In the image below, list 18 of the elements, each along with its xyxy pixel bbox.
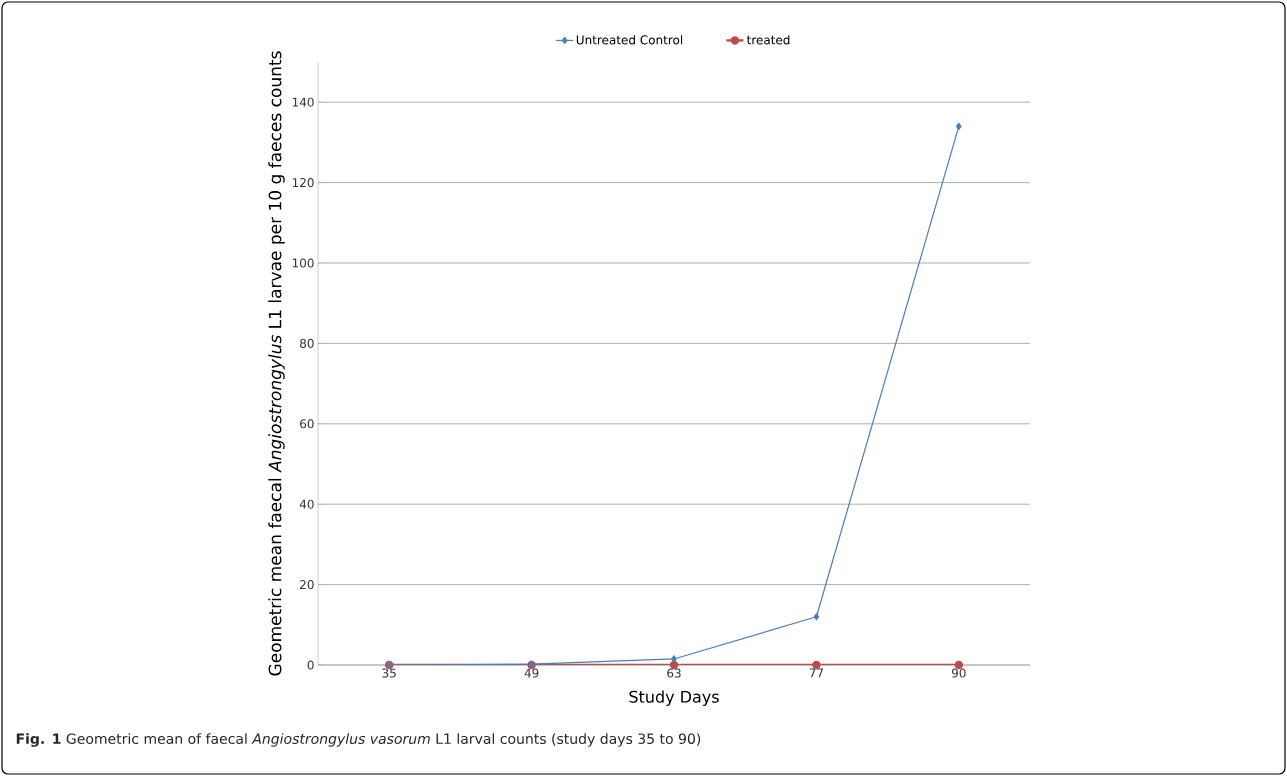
y-tick-label: 80 [300,338,314,348]
y-tick-label: 40 [299,499,314,509]
x-tick-label: 77 [809,668,824,678]
x-tick-label: 90 [951,668,966,678]
legend-label: Untreated Control [576,35,683,45]
y-tick-label: 100 [292,258,314,268]
y-tick-label: 60 [300,419,314,429]
y-tick-label: 0 [307,660,314,670]
y-axis-title: Geometric mean faecal Angiostrongylus L1 larvae per 10 g faeces counts [268,51,285,676]
y-tick-label: 140 [292,97,314,107]
x-tick-label: 49 [524,668,539,678]
text: Fig. 1 Geometric mean of faecal Angiostrongylus vasorum L1 larval counts (study days 35 to 90) [16,733,701,747]
x-axis-title: Study Days [629,690,719,706]
y-tick-label: 120 [292,178,314,188]
legend-label: treated [746,35,790,45]
x-tick-label: 63 [667,668,681,678]
y-tick-label: 20 [300,580,314,590]
x-tick-label: 35 [382,668,396,678]
